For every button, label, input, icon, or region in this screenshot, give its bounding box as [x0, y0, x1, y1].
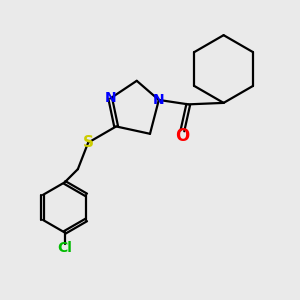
Text: N: N	[104, 92, 116, 106]
Text: N: N	[153, 93, 165, 107]
Text: Cl: Cl	[57, 241, 72, 255]
Text: S: S	[83, 135, 94, 150]
Text: O: O	[175, 127, 189, 145]
